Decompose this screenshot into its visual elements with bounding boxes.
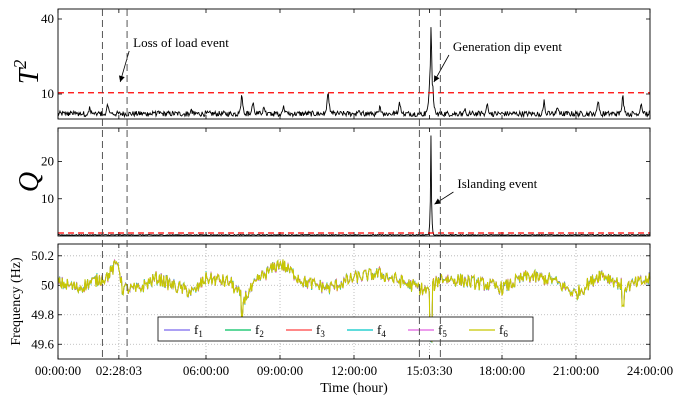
legend-label-main: f — [499, 322, 504, 337]
legend-label-sub: 6 — [503, 329, 508, 339]
legend-label-main: f — [316, 322, 321, 337]
axes-frame — [57, 243, 651, 360]
legend-label-main: f — [377, 322, 382, 337]
x-tick-label: 18:00:00 — [479, 363, 525, 378]
annotation-arrowhead — [118, 75, 125, 82]
legend-label-f4: f4 — [377, 322, 386, 339]
legend-label-sub: 5 — [442, 329, 447, 339]
annotation-label: Generation dip event — [453, 39, 562, 54]
x-tick-label: 12:00:00 — [331, 363, 377, 378]
legend-label-f1: f1 — [194, 322, 203, 339]
x-tick-label: 06:00:00 — [183, 363, 229, 378]
y-axis-label-sup: 2 — [10, 60, 30, 69]
x-axis-label: Time (hour) — [320, 381, 388, 396]
annotation-label: Islanding event — [457, 176, 537, 191]
x-tick-label: 00:00:00 — [35, 363, 81, 378]
y-tick-label: 49.8 — [31, 307, 54, 322]
series-line — [57, 27, 651, 119]
series-line-f6 — [57, 259, 651, 343]
axes-frame — [57, 8, 651, 120]
legend-label-sub: 3 — [320, 329, 325, 339]
y-tick-label: 40 — [41, 11, 54, 26]
legend-label-f3: f3 — [316, 322, 325, 339]
legend-label-f6: f6 — [499, 322, 508, 339]
x-tick-label: 02:28:03 — [96, 363, 142, 378]
y-axis-label: Q — [14, 172, 45, 192]
legend-label-sub: 1 — [198, 329, 203, 339]
axes-frame — [57, 127, 651, 237]
y-tick-label: 20 — [41, 154, 54, 169]
annotation-label: Loss of load event — [133, 35, 229, 50]
legend-label-f2: f2 — [255, 322, 264, 339]
panel-t2: 10 40 T2 Loss of load event Generation dip e… — [10, 8, 651, 120]
legend-label-main: f — [255, 322, 260, 337]
y-axis-label: Frequency (Hz) — [9, 257, 24, 346]
y-tick-label: 50.2 — [31, 248, 54, 263]
y-tick-label: 10 — [41, 86, 54, 101]
x-tick-label: 09:00:00 — [257, 363, 303, 378]
y-tick-label: 10 — [41, 191, 54, 206]
series-line — [57, 135, 651, 237]
y-tick-label: 49.6 — [31, 336, 54, 351]
legend-label-sub: 2 — [259, 329, 264, 339]
x-tick-label: 21:00:00 — [553, 363, 599, 378]
legend-label-main: f — [194, 322, 199, 337]
legend-box — [157, 316, 534, 342]
legend-label-sub: 4 — [381, 329, 386, 339]
x-tick-label: 15:03:30 — [406, 363, 452, 378]
y-axis-label-main: T — [14, 66, 45, 84]
y-tick-label: 50 — [41, 277, 54, 292]
legend: f1f2f3f4f5f6 — [157, 316, 534, 342]
panel-q: 10 20 Q Islanding event — [14, 127, 651, 237]
annotation-arrowhead — [433, 75, 440, 82]
overlays: 00:00:00 02:28:03 06:00:00 09:00:00 12:00:00… — [35, 9, 673, 396]
x-tick-label: 24:00:00 — [627, 363, 673, 378]
annotation-arrowhead — [434, 198, 442, 205]
y-axis-label: T2 — [10, 60, 45, 85]
